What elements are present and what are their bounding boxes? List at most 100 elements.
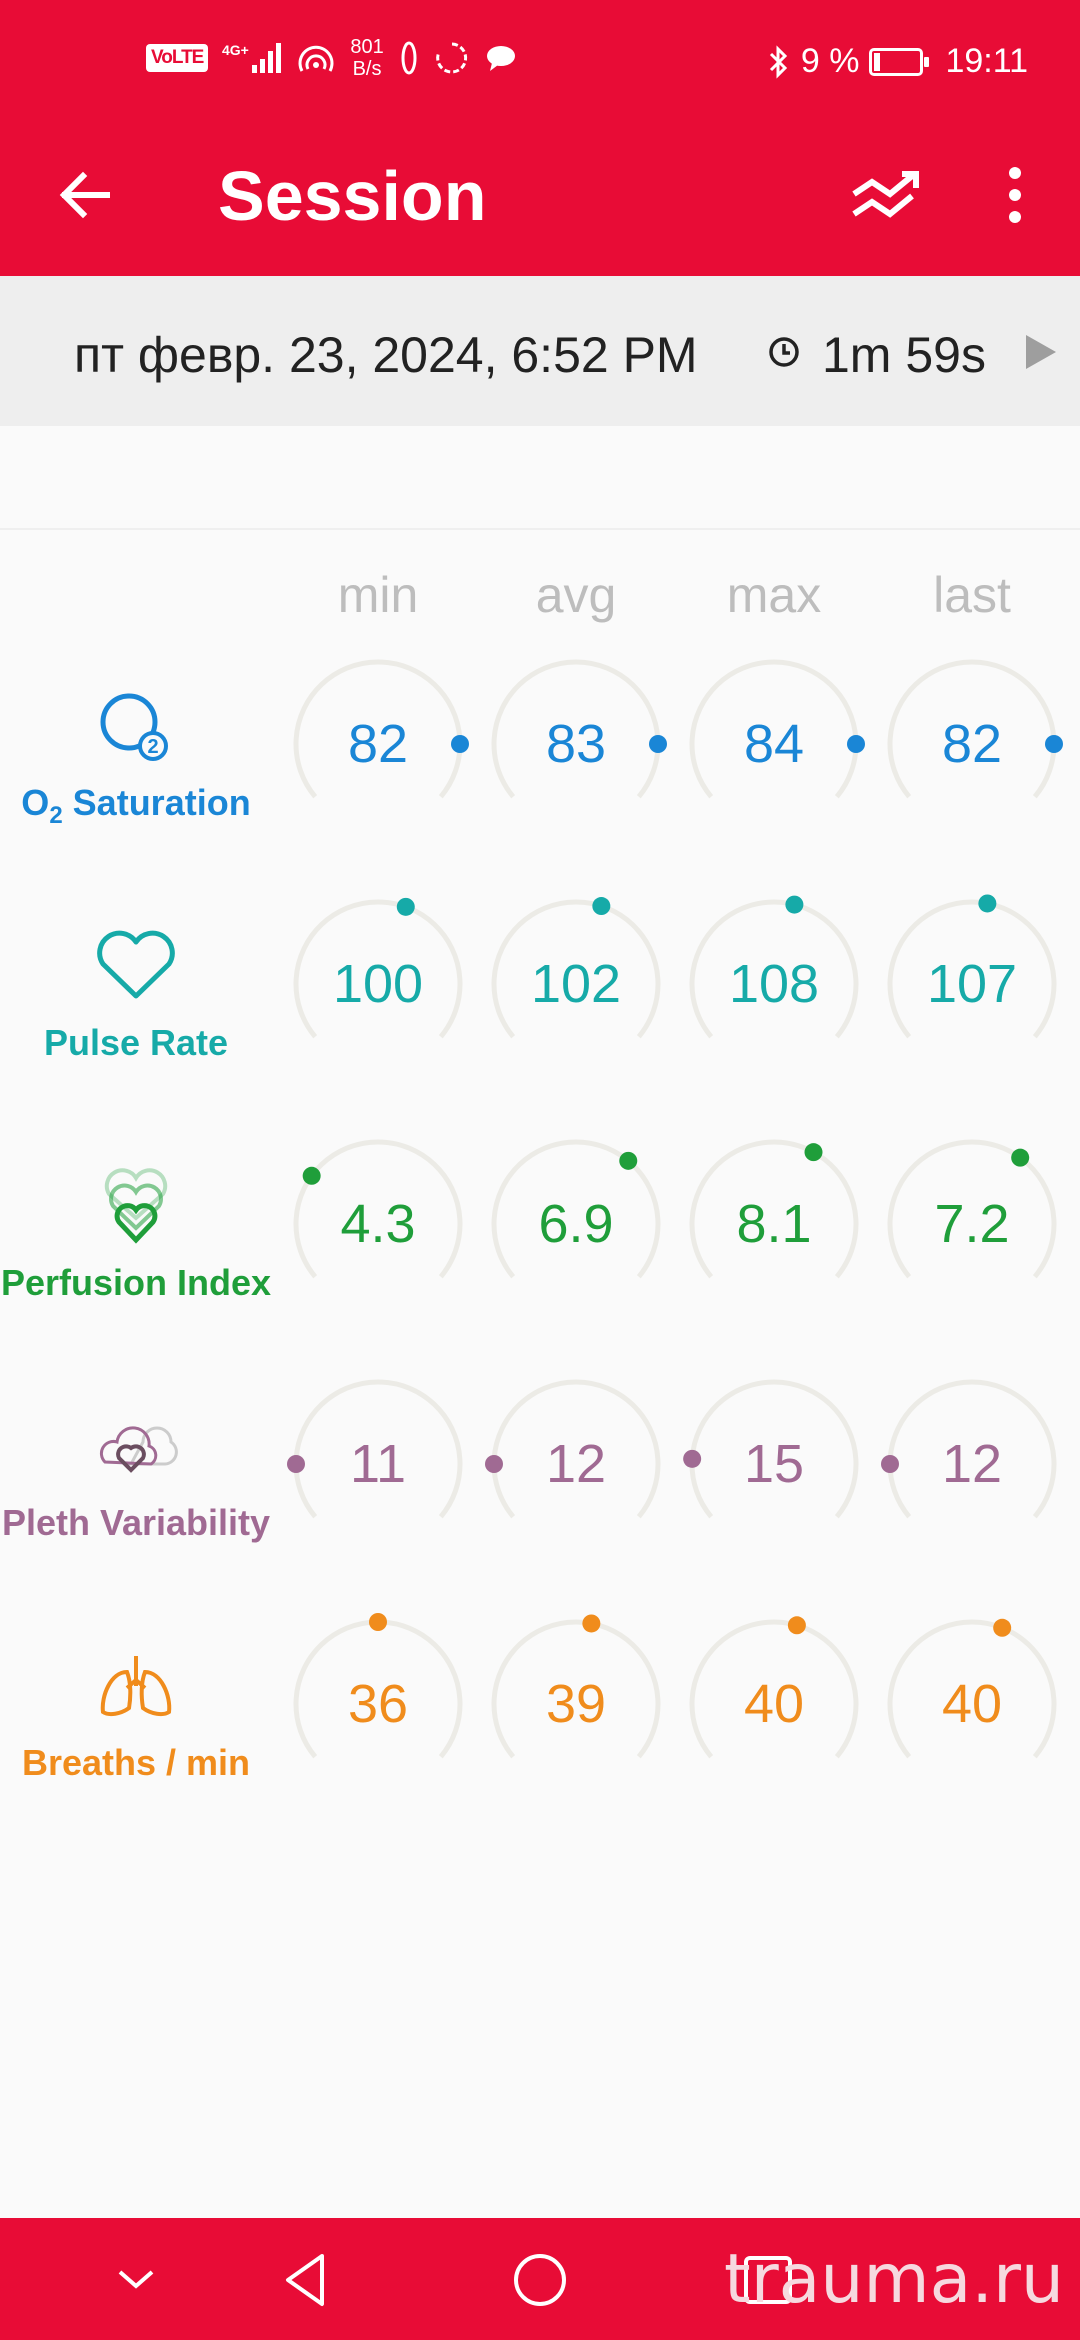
trends-button[interactable]: [848, 160, 928, 230]
gauge-max[interactable]: 108: [684, 894, 864, 1074]
gauge-value: 4.3: [340, 1194, 416, 1254]
gauge-min[interactable]: 82: [288, 654, 469, 834]
gauge-value: 108: [728, 954, 820, 1014]
gauge-max[interactable]: 15: [683, 1374, 864, 1554]
nav-home-icon[interactable]: [508, 2248, 572, 2312]
gauge-indicator-dot: [369, 1613, 387, 1631]
gauge-value: 7.2: [934, 1194, 1010, 1254]
gauge-indicator-dot: [881, 1455, 899, 1473]
page-title: Session: [218, 157, 487, 235]
gauge-value: 6.9: [538, 1194, 614, 1254]
gauge-indicator-dot: [1045, 735, 1063, 753]
gauge-indicator-dot: [582, 1614, 601, 1633]
gauge-indicator-dot: [287, 1455, 305, 1473]
column-header-min: min: [337, 567, 419, 623]
app-bar: VoLTE 4G+ 801 B/s: [0, 0, 1080, 276]
svg-text:4G+: 4G+: [222, 42, 249, 58]
nav-back-icon[interactable]: [276, 2248, 340, 2312]
gauge-indicator-dot: [683, 1449, 702, 1468]
gauge-last[interactable]: 12: [881, 1374, 1062, 1554]
gauge-indicator-dot: [649, 735, 667, 753]
nav-recents-icon[interactable]: [736, 2248, 800, 2312]
back-button[interactable]: [50, 160, 120, 230]
net-speed-unit: B/s: [352, 58, 382, 80]
clock-time: 19:11: [945, 42, 1028, 80]
metric-label-text: Pleth Variability: [1, 1502, 271, 1543]
navigation-bar: [0, 2218, 1080, 2340]
gauge-indicator-dot: [302, 1166, 321, 1185]
net-speed-value: 801: [350, 36, 384, 58]
gauge-track: [491, 899, 661, 1039]
gauge-avg[interactable]: 39: [486, 1614, 666, 1794]
bluetooth-icon: [769, 44, 787, 79]
gauge-avg[interactable]: 12: [485, 1374, 666, 1554]
metric-label-text: Pulse Rate: [43, 1022, 229, 1063]
gauge-min[interactable]: 11: [287, 1374, 468, 1554]
gauge-indicator-dot: [804, 1143, 823, 1162]
gauge-value: 11: [349, 1434, 407, 1494]
svg-text:2: 2: [147, 736, 158, 758]
gauge-track: [293, 1139, 463, 1279]
gauge-max[interactable]: 8.1: [684, 1134, 864, 1314]
hotspot-icon: [298, 45, 334, 72]
metric-label-subscript: 2: [49, 802, 63, 830]
gauge-track: [887, 1139, 1057, 1279]
pleth-hearts-icon: [99, 1426, 178, 1473]
metric-label-text: Breaths / min: [21, 1742, 251, 1783]
metric-label: Pleth Variability: [0, 1502, 272, 1544]
heart-icon: [97, 930, 175, 999]
session-duration: 1m 59s: [822, 327, 986, 383]
status-right: 9 % 19:11: [767, 42, 1028, 81]
metric-label-prefix: O: [21, 782, 50, 823]
watermark: trauma.ru: [724, 2240, 1064, 2319]
metric-label-text: Saturation: [62, 782, 251, 823]
gauge-track: [887, 899, 1057, 1039]
clock-icon: [769, 337, 799, 367]
net-speed: 801 B/s: [350, 36, 383, 80]
perfusion-heart-icon: [104, 1168, 168, 1244]
battery-icon: [869, 47, 930, 76]
gauge-min[interactable]: 4.3: [288, 1134, 468, 1314]
more-vert-icon: [1009, 167, 1021, 223]
gauge-avg[interactable]: 6.9: [486, 1134, 666, 1314]
gauge-last[interactable]: 107: [882, 894, 1062, 1074]
battery-percent: 9 %: [800, 42, 860, 80]
status-bar: VoLTE 4G+ 801 B/s: [0, 0, 1080, 130]
chat-icon: [486, 46, 515, 71]
gauge-track: [689, 1139, 859, 1279]
gauge-indicator-dot: [451, 735, 469, 753]
gauge-indicator-dot: [787, 1616, 806, 1635]
gauge-avg[interactable]: 83: [486, 654, 667, 834]
metric-label: Perfusion Index: [0, 1262, 272, 1304]
gauge-value: 84: [743, 714, 805, 774]
gauge-value: 36: [347, 1674, 409, 1734]
gauge-indicator-dot: [619, 1151, 638, 1170]
session-info-bar[interactable]: пт февр. 23, 2024, 6:52 PM 1m 59s: [0, 276, 1080, 426]
gauge-max[interactable]: 40: [684, 1614, 864, 1794]
metric-label: O2 Saturation: [0, 782, 272, 830]
gauge-last[interactable]: 7.2: [882, 1134, 1062, 1314]
gauge-max[interactable]: 84: [684, 654, 865, 834]
gauge-indicator-dot: [592, 897, 611, 916]
toolbar: Session: [0, 130, 1080, 276]
gauge-value: 107: [926, 954, 1018, 1014]
gauge-min[interactable]: 100: [288, 894, 468, 1074]
volte-badge: VoLTE: [146, 44, 209, 72]
arrow-left-icon: [59, 171, 110, 219]
gauge-avg[interactable]: 102: [486, 894, 666, 1074]
chevron-down-icon[interactable]: [104, 2248, 168, 2312]
metric-label: Pulse Rate: [0, 1022, 272, 1064]
gauge-min[interactable]: 36: [288, 1613, 468, 1794]
gauge-value: 82: [347, 714, 409, 774]
gauge-indicator-dot: [993, 1618, 1012, 1637]
column-header-last: last: [933, 567, 1011, 623]
gauge-value: 15: [743, 1434, 805, 1494]
gauge-value: 12: [941, 1434, 1003, 1494]
more-options-button[interactable]: [990, 160, 1040, 230]
play-icon[interactable]: [1024, 333, 1058, 371]
gauge-last[interactable]: 40: [882, 1614, 1062, 1794]
metric-label: Breaths / min: [0, 1742, 272, 1784]
gauge-last[interactable]: 82: [882, 654, 1063, 834]
gauge-value: 40: [941, 1674, 1003, 1734]
gauge-indicator-dot: [785, 895, 804, 914]
